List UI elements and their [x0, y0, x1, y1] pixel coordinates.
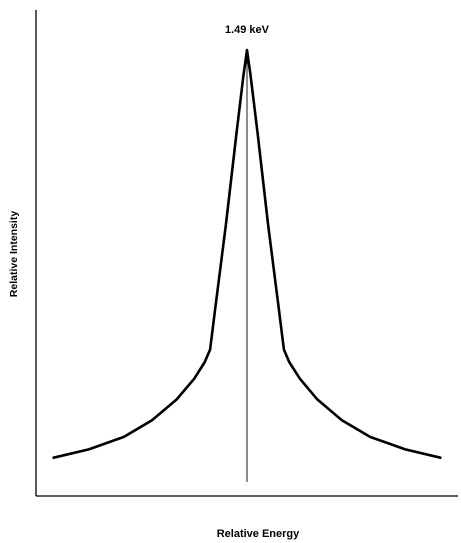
peak-energy-label: 1.49 keV	[225, 24, 270, 36]
x-axis-label: Relative Energy	[217, 528, 300, 540]
peak-curve	[52, 48, 442, 459]
plot-area: 1.49 keV	[35, 10, 458, 497]
y-axis-label: Relative Intensity	[8, 211, 20, 298]
